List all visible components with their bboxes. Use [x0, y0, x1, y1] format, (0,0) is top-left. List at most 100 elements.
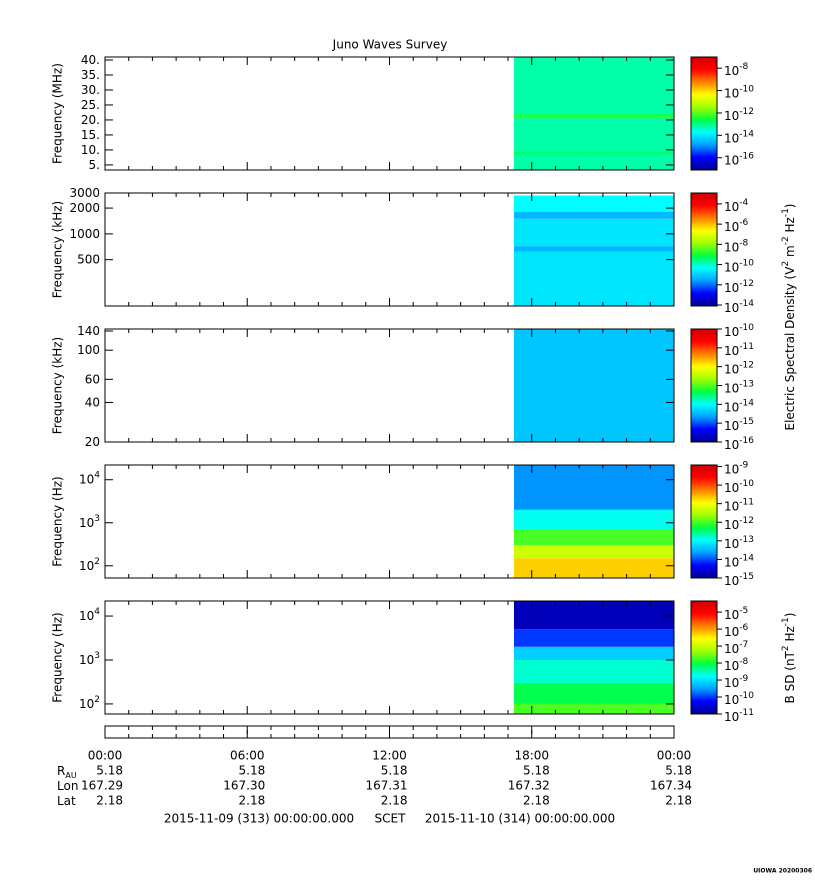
- y-tick-label: 3000: [69, 186, 100, 200]
- colorbar-tick-label: 10-15: [724, 572, 754, 588]
- ephemeris-value: 2.18: [665, 794, 692, 808]
- y-tick-label-part: 10: [79, 472, 94, 486]
- spectrogram-band: [513, 114, 674, 119]
- y-tick-label-part: 3: [94, 513, 100, 523]
- colorbar-tick-label-part: 10: [724, 625, 739, 639]
- colorbar-tick-label-part: -12: [739, 106, 754, 116]
- spectrogram-band: [513, 601, 674, 630]
- colorbar-tick-label: 10-7: [724, 640, 748, 656]
- ephemeris-value: 5.18: [239, 764, 266, 778]
- figure-title: Juno Waves Survey: [332, 38, 448, 52]
- colorbar-tick-label: 10-6: [724, 623, 749, 639]
- x-tick-label: 06:00: [230, 749, 265, 763]
- y-tick-label-part: 500: [77, 252, 100, 266]
- y-axis-label: Frequency (kHz): [51, 337, 65, 434]
- colorbar-tick-label: 10-12: [724, 360, 754, 376]
- colorbar-tick-label-part: 10: [724, 240, 739, 254]
- colorbar: [690, 328, 718, 443]
- ephemeris-value: 167.34: [650, 779, 692, 793]
- x-tick-label: 00:00: [88, 749, 123, 763]
- colorbar-tick-label: 10-9: [724, 674, 749, 690]
- scet-start: 2015-11-09 (313) 00:00:00.000: [164, 812, 354, 826]
- colorbar-tick-label-part: -11: [739, 497, 754, 507]
- colorbar-label-part: 2: [781, 645, 791, 651]
- colorbar-label-part: -2: [781, 236, 791, 245]
- colorbar-tick-label-part: -10: [739, 479, 754, 489]
- colorbar-label-part: Hz: [783, 626, 797, 645]
- ephemeris-value: 167.31: [366, 779, 408, 793]
- colorbar-tick-label-part: 10: [724, 574, 739, 588]
- colorbar-tick-label: 10-14: [724, 129, 754, 145]
- y-tick-label: 103: [79, 650, 100, 666]
- y-tick-label-part: 5.: [89, 157, 100, 171]
- colorbar-tick-label: 10-14: [724, 553, 754, 569]
- colorbar-tick-label-part: 10: [724, 301, 739, 315]
- spectrogram-band: [513, 545, 674, 559]
- colorbar: [690, 464, 718, 579]
- y-tick-label: 15.: [81, 127, 100, 141]
- colorbar-tick-label: 10-8: [724, 62, 749, 78]
- colorbar-tick-label-part: -13: [739, 379, 754, 389]
- colorbar-tick-label: 10-4: [724, 197, 749, 213]
- colorbar-tick-label-part: -4: [739, 197, 748, 207]
- colorbar-tick-label: 10-10: [724, 84, 754, 100]
- colorbar-tick-label-part: 10: [724, 362, 739, 376]
- colorbar-tick-label-part: 10: [724, 199, 739, 213]
- y-tick-label: 40.: [81, 52, 100, 66]
- colorbar-label-part: Hz: [783, 217, 797, 236]
- spectrogram-band: [513, 212, 674, 219]
- colorbar-tick-label: 10-11: [724, 497, 754, 513]
- spectrogram-band: [513, 246, 674, 252]
- colorbar-tick-label: 10-12: [724, 516, 754, 532]
- spectrogram-band: [513, 659, 674, 683]
- x-tick-label: 18:00: [514, 749, 549, 763]
- spectrogram-band: [513, 251, 674, 306]
- colorbar: [690, 600, 718, 715]
- scet-end: 2015-11-10 (314) 00:00:00.000: [425, 812, 615, 826]
- ephemeris-value: 5.18: [381, 764, 408, 778]
- colorbar-tick-label: 10-14: [724, 398, 754, 414]
- colorbar-tick-label-part: -12: [739, 516, 754, 526]
- y-tick-label-part: 35.: [81, 67, 100, 81]
- y-axis-label: Frequency (kHz): [51, 201, 65, 298]
- y-tick-label-part: 10: [79, 515, 94, 529]
- colorbar-label: B SD (nT2 Hz-1): [781, 613, 797, 704]
- y-tick-label: 60: [85, 372, 100, 386]
- colorbar-tick-label-part: -14: [739, 129, 754, 139]
- x-tick-label: 00:00: [657, 749, 692, 763]
- ephemeris-value: 167.32: [508, 779, 550, 793]
- colorbar-tick-label-part: 10: [724, 462, 739, 476]
- spectrogram-band: [513, 529, 674, 546]
- colorbar-tick-label-part: 10: [724, 536, 739, 550]
- colorbar-tick-label: 10-5: [724, 606, 748, 622]
- y-tick-label-part: 4: [94, 470, 100, 480]
- colorbar-label-part: -1: [781, 617, 791, 626]
- colorbar-tick-label-part: -8: [739, 657, 748, 667]
- y-tick-label: 40: [85, 395, 100, 409]
- y-tick-label: 104: [79, 470, 100, 486]
- ephemeris-value: 5.18: [523, 764, 550, 778]
- colorbar-tick-label: 10-10: [724, 479, 754, 495]
- colorbar-tick-label-part: -10: [739, 84, 754, 94]
- colorbar-tick-label-part: 10: [724, 419, 739, 433]
- colorbar-tick-label-part: -6: [739, 218, 748, 228]
- colorbar-label-part: 2: [781, 261, 791, 267]
- footer: UIOWA 20200306: [753, 868, 812, 875]
- colorbar-tick-label-part: 10: [724, 108, 739, 122]
- colorbar-tick-label-part: 10: [724, 131, 739, 145]
- y-tick-label: 140: [77, 324, 100, 338]
- spectrogram-band: [513, 57, 674, 170]
- spectrogram-band: [513, 329, 674, 442]
- colorbar-tick-label-part: 10: [724, 710, 739, 724]
- y-tick-label-part: 40: [85, 395, 100, 409]
- colorbar-tick-label-part: 10: [724, 220, 739, 234]
- x-tick-label: 12:00: [372, 749, 407, 763]
- colorbar-tick-label-part: -16: [739, 436, 754, 446]
- y-axis-label: Frequency (Hz): [51, 612, 65, 703]
- colorbar-label-part: B SD (nT: [783, 650, 797, 703]
- ephemeris-value: 167.29: [81, 779, 123, 793]
- colorbar-tick-label-part: 10: [724, 518, 739, 532]
- y-tick-label-part: 2: [94, 556, 100, 566]
- colorbar-tick-label-part: 10: [724, 260, 739, 274]
- y-axis-label: Frequency (MHz): [51, 63, 65, 164]
